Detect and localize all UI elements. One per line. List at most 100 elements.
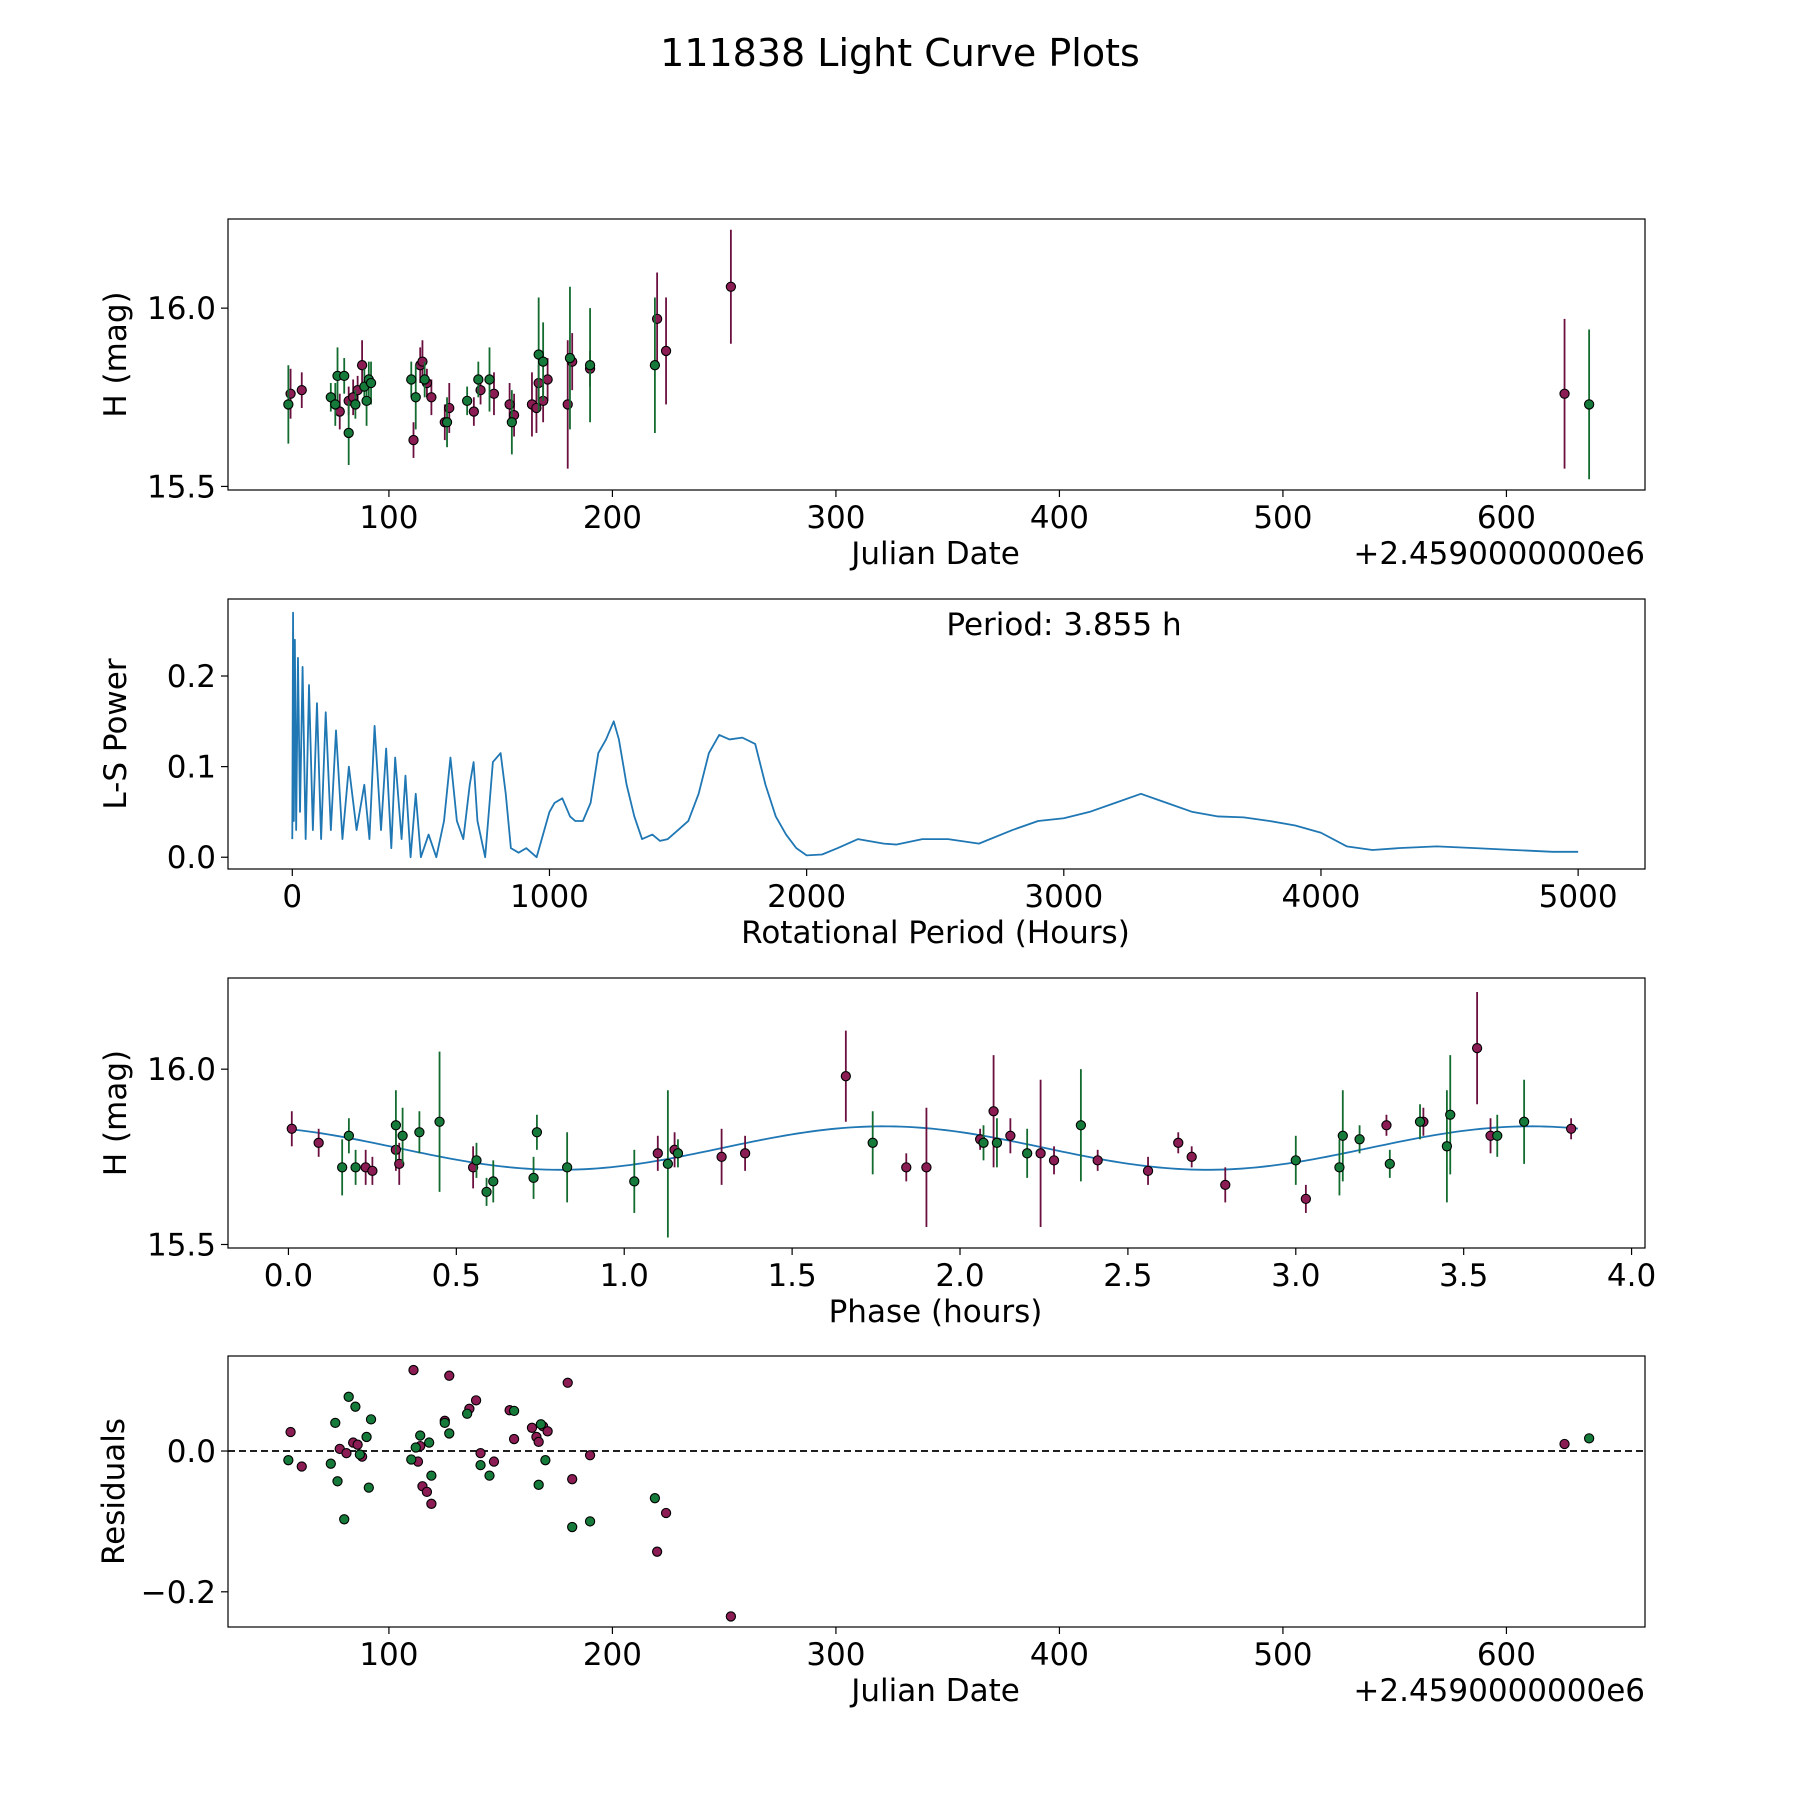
data-point-magenta <box>660 345 672 357</box>
data-point-green <box>662 1158 674 1169</box>
data-point-magenta <box>921 1162 932 1173</box>
data-point-green <box>484 374 495 385</box>
plot-area <box>228 1364 1645 1622</box>
y-tick-label: 0.0 <box>167 1434 216 1470</box>
data-point-green <box>649 360 661 371</box>
x-axis-label: Rotational Period (Hours) <box>741 915 1130 951</box>
x-offset-text: +2.4590000000e6 <box>1353 1673 1645 1709</box>
data-point-green <box>1414 1116 1426 1127</box>
x-axis-label: Julian Date <box>849 536 1020 572</box>
data-point-green <box>649 1493 661 1504</box>
data-point-green <box>332 1476 343 1487</box>
axes-frame <box>227 218 1646 491</box>
panels: 100 200 300 400 500 600 15.5 16.0 Julian Date H (… <box>96 218 1656 1709</box>
data-point-green <box>339 1514 350 1525</box>
data-point-green <box>361 1431 372 1443</box>
data-point-green <box>533 1479 544 1490</box>
data-point-magenta <box>1048 1155 1060 1166</box>
x-tick-label: 2.0 <box>935 1258 984 1294</box>
data-point-green <box>1445 1109 1456 1120</box>
data-point-green <box>441 417 453 428</box>
panel-phased: 0.0 0.5 1.0 1.5 2.0 2.5 3.0 3.5 4.0 15.5 16.0 Phase… <box>98 977 1656 1330</box>
data-point-green <box>867 1137 878 1148</box>
data-point-magenta <box>1471 1042 1483 1054</box>
data-point-green <box>461 1408 473 1419</box>
data-point-magenta <box>542 1426 553 1437</box>
data-point-green <box>1290 1155 1301 1166</box>
data-point-green <box>390 1120 402 1131</box>
x-tick-label: 200 <box>583 1637 642 1673</box>
y-axis-label: H (mag) <box>98 291 134 417</box>
data-point-magenta <box>660 1507 672 1519</box>
data-point-green <box>567 1521 578 1533</box>
data-point-green <box>1337 1130 1348 1141</box>
panel-lightcurve: 100 200 300 400 500 600 15.5 16.0 Julian Date H (… <box>98 218 1646 572</box>
data-point-green <box>1354 1134 1365 1145</box>
data-point-green <box>471 1155 482 1166</box>
data-point-magenta <box>421 1486 433 1498</box>
data-point-green <box>343 427 354 439</box>
x-tick-label: 400 <box>1030 1637 1089 1673</box>
plot-area <box>283 229 1595 480</box>
data-point-green <box>283 1455 294 1466</box>
data-point-green <box>350 1401 361 1412</box>
data-point-green <box>1518 1116 1530 1127</box>
data-point-magenta <box>468 406 480 417</box>
data-point-green <box>365 1414 377 1425</box>
data-point-green <box>354 1449 366 1460</box>
y-axis-label: L-S Power <box>98 658 134 809</box>
data-point-green <box>350 1162 361 1173</box>
x-tick-label: 0.0 <box>264 1258 313 1294</box>
data-point-green <box>528 1172 539 1184</box>
data-point-green <box>283 399 294 410</box>
data-point-magenta <box>1173 1137 1184 1148</box>
x-tick-label: 4000 <box>1282 879 1361 915</box>
data-point-magenta <box>542 374 553 385</box>
data-point-magenta <box>408 1364 419 1376</box>
data-point-magenta <box>739 1148 751 1159</box>
data-point-magenta <box>1035 1148 1046 1159</box>
data-point-magenta <box>356 360 368 371</box>
y-tick-label: 15.5 <box>147 1227 216 1263</box>
data-point-green <box>361 395 372 407</box>
y-tick-label: 16.0 <box>147 291 216 327</box>
data-point-magenta <box>1300 1193 1312 1205</box>
data-point-green <box>330 399 341 410</box>
data-point-green <box>1441 1141 1453 1152</box>
data-point-green <box>343 1391 354 1402</box>
panel-residuals: 100 200 300 400 500 600 −0.2 0.0 Julian Date Resi… <box>96 1355 1646 1709</box>
data-point-magenta <box>840 1071 851 1082</box>
data-point-green <box>978 1137 989 1148</box>
x-axis-label: Phase (hours) <box>829 1294 1043 1330</box>
y-tick-label: 0.1 <box>167 750 216 786</box>
data-point-magenta <box>475 1447 486 1459</box>
y-tick-label: 0.0 <box>167 840 216 876</box>
x-tick-label: 3.0 <box>1271 1258 1320 1294</box>
period-annotation: Period: 3.855 h <box>946 607 1181 643</box>
data-point-green <box>444 1428 455 1439</box>
power-line <box>291 611 1579 859</box>
data-point-magenta <box>285 388 296 399</box>
data-point-green <box>350 399 361 410</box>
data-point-magenta <box>1092 1155 1103 1166</box>
data-point-magenta <box>651 1546 663 1557</box>
data-point-magenta <box>1186 1151 1197 1162</box>
data-point-magenta <box>488 1456 500 1467</box>
data-point-green <box>339 370 350 382</box>
data-point-green <box>426 1470 437 1481</box>
data-point-magenta <box>1565 1123 1577 1134</box>
panel-periodogram: 0 1000 2000 3000 4000 5000 0.0 0.1 0.2 Rotational… <box>98 598 1646 951</box>
data-point-magenta <box>488 388 500 399</box>
x-axis-label: Julian Date <box>849 1673 1020 1709</box>
x-tick-label: 600 <box>1477 1637 1536 1673</box>
data-point-magenta <box>367 1165 378 1177</box>
data-point-green <box>629 1176 640 1187</box>
data-point-green <box>508 1405 520 1417</box>
data-point-green <box>540 1455 551 1466</box>
x-tick-label: 200 <box>583 500 642 536</box>
data-point-magenta <box>296 385 307 396</box>
data-point-magenta <box>394 1158 405 1169</box>
data-point-magenta <box>1005 1130 1016 1141</box>
y-tick-label: 15.5 <box>147 469 216 505</box>
